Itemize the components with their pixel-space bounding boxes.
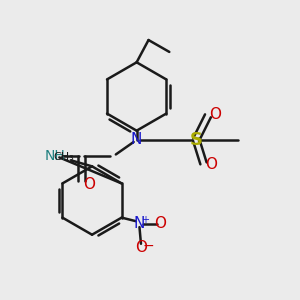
Text: −: − <box>142 239 154 253</box>
Text: S: S <box>190 130 202 148</box>
Text: O: O <box>154 216 166 231</box>
Text: N: N <box>134 216 145 231</box>
Text: O: O <box>205 158 217 172</box>
Text: N: N <box>131 132 142 147</box>
Text: NH: NH <box>44 149 65 163</box>
Text: O: O <box>83 177 95 192</box>
Text: +: + <box>141 215 149 225</box>
Text: O: O <box>135 240 147 255</box>
Text: CH₃: CH₃ <box>53 152 74 162</box>
Text: O: O <box>209 107 221 122</box>
